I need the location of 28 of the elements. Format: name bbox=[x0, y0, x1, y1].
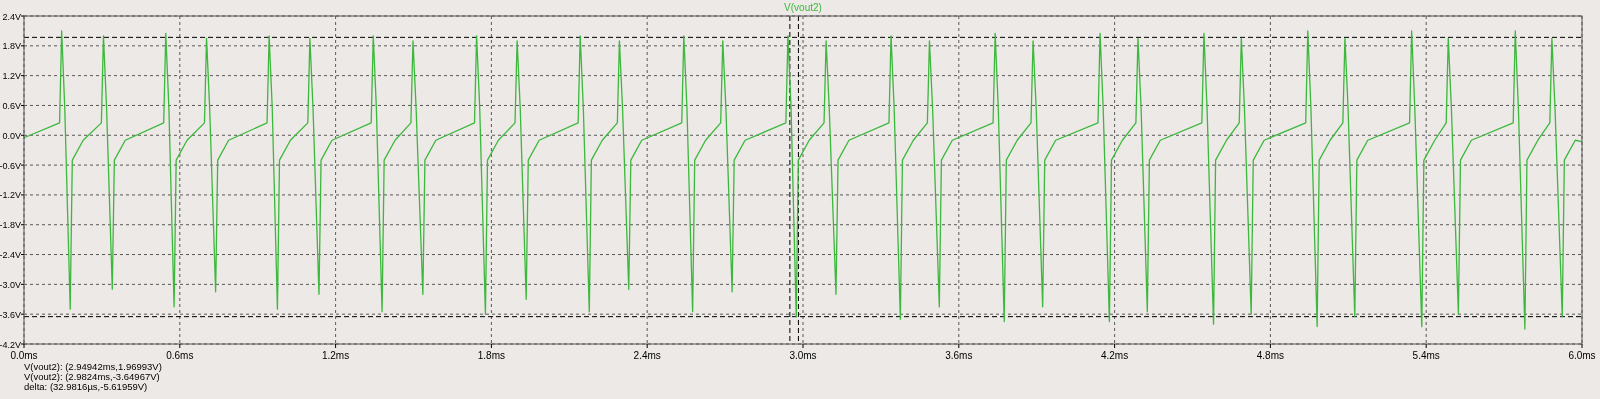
y-tick-label: -3.6V bbox=[0, 309, 21, 320]
x-tick-label: 1.2ms bbox=[321, 350, 350, 361]
x-tick-label: 1.8ms bbox=[477, 350, 506, 361]
y-tick-label: -0.6V bbox=[0, 160, 21, 171]
x-tick-label: 3.6ms bbox=[945, 350, 973, 361]
y-tick-label: 2.4V bbox=[2, 11, 21, 22]
y-tick-label: -1.8V bbox=[0, 220, 21, 231]
y-tick-label: 1.2V bbox=[2, 71, 21, 82]
text: delta: (32.9816µs,-5.61959V) bbox=[24, 381, 148, 392]
x-tick-label: 6.0ms bbox=[1568, 350, 1596, 361]
x-tick-label: 5.4ms bbox=[1412, 350, 1440, 361]
y-tick-label: -1.2V bbox=[0, 190, 21, 201]
y-tick-label: 0.6V bbox=[2, 100, 21, 111]
x-tick-label: 3.0ms bbox=[789, 350, 817, 361]
x-tick-label: 4.8ms bbox=[1256, 350, 1285, 361]
x-tick-label: 0.0ms bbox=[10, 350, 38, 361]
text: V(vout2) bbox=[784, 2, 822, 13]
y-tick-label: 1.8V bbox=[2, 41, 21, 52]
text: V(vout2): (2.9824ms,-3.64967V) bbox=[24, 371, 160, 382]
y-tick-label: 0.0V bbox=[2, 130, 21, 141]
x-tick-label: 0.6ms bbox=[166, 350, 194, 361]
y-tick-label: -4.2V bbox=[0, 339, 21, 350]
text: V(vout2): (2.94942ms,1.96993V) bbox=[24, 361, 162, 372]
y-tick-label: -3.0V bbox=[0, 279, 21, 290]
x-tick-label: 4.2ms bbox=[1100, 350, 1129, 361]
x-tick-label: 2.4ms bbox=[633, 350, 661, 361]
y-tick-label: -2.4V bbox=[0, 250, 21, 261]
line-series bbox=[23, 30, 1583, 330]
